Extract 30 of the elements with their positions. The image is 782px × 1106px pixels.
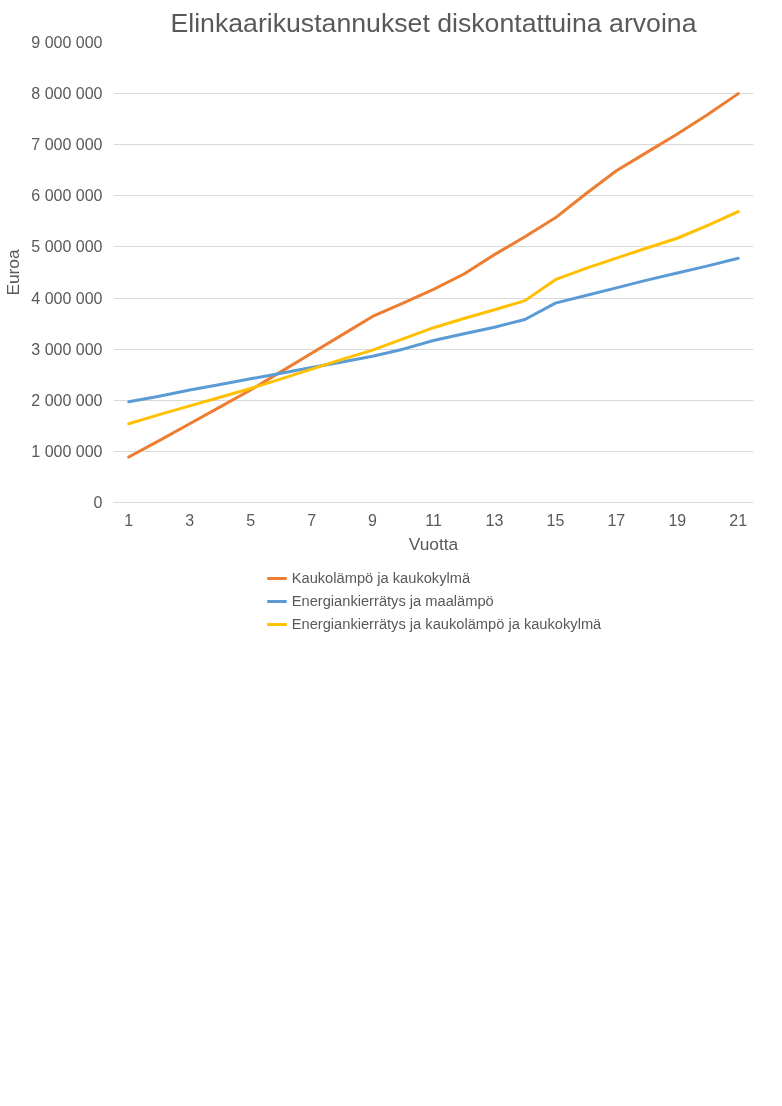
y-tick-label: 7 000 000	[31, 136, 103, 154]
line-series	[127, 210, 740, 426]
line-series	[127, 92, 740, 459]
y-tick-label: 6 000 000	[31, 187, 103, 205]
x-tick-label: 9	[368, 511, 378, 529]
x-tick-label: 19	[668, 511, 687, 529]
y-tick-label: 2 000 000	[31, 391, 103, 409]
y-tick-label: 8 000 000	[31, 85, 103, 103]
legend-label: Energiankierrätys ja kaukolämpö ja kaukokylmä	[291, 616, 602, 632]
x-tick-label: 17	[607, 511, 626, 529]
x-tick-label: 13	[485, 511, 504, 529]
y-tick-label: 1 000 000	[31, 442, 103, 460]
y-tick-label: 5 000 000	[31, 238, 103, 256]
y-tick-label: 0	[93, 494, 103, 511]
x-tick-label: 11	[425, 511, 442, 529]
line-series	[127, 256, 740, 404]
x-tick-label: 7	[307, 511, 317, 529]
x-tick-label: 5	[246, 511, 256, 529]
x-tick-label: 21	[729, 511, 748, 529]
legend-label: Energiankierrätys ja maalämpö	[291, 593, 494, 609]
y-tick-label: 4 000 000	[31, 289, 103, 307]
y-tick-label: 9 000 000	[31, 34, 103, 51]
y-tick-label: 3 000 000	[31, 340, 103, 358]
x-axis-title: Vuotta	[408, 533, 459, 554]
y-axis-title: Euroa	[3, 249, 24, 296]
x-tick-label: 1	[124, 511, 134, 529]
legend-label: Kaukolämpö ja kaukokylmä	[291, 570, 471, 586]
x-tick-label: 15	[546, 511, 565, 529]
chart-title: Elinkaarikustannukset diskontattuina arvoina	[170, 7, 697, 38]
x-tick-label: 3	[185, 511, 195, 529]
